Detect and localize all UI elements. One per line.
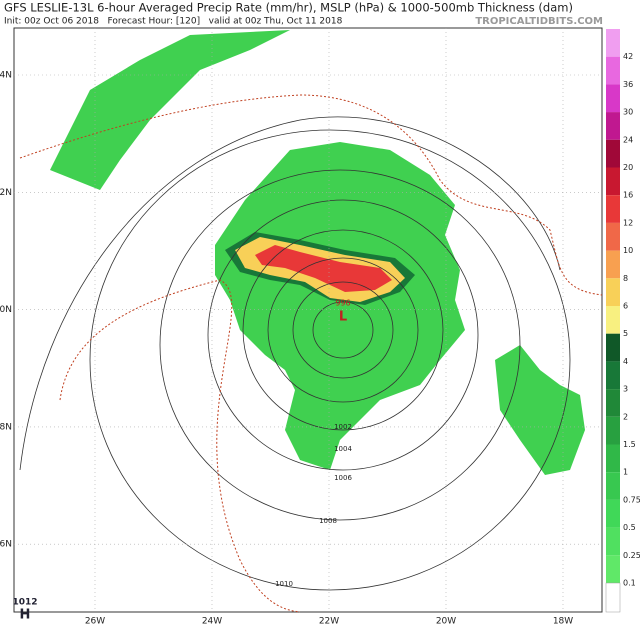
lon-label: 26W — [85, 617, 105, 627]
colorbar: 42 36 30 24 20 16 12 10 8 6 5 4 3 2 1.5 1 0.75 0.5 0.25 0.1 — [605, 29, 640, 613]
colorbar-label: 24 — [623, 135, 633, 144]
graticule: 34N 32N 30N 28N 26N 26W 24W 22W 20W 18W — [0, 28, 602, 627]
colorbar-swatch — [606, 139, 620, 168]
colorbar-label: 0.1 — [623, 579, 636, 588]
pressure-label: 1002 — [334, 423, 352, 431]
colorbar-swatch — [606, 84, 620, 113]
colorbar-swatch — [606, 444, 620, 473]
lat-label: 26N — [0, 540, 12, 550]
colorbar-swatch — [606, 555, 620, 583]
colorbar-swatch — [606, 527, 620, 556]
precip-area — [50, 30, 290, 190]
lon-label: 24W — [202, 617, 222, 627]
colorbar-swatch — [606, 306, 620, 334]
lon-label: 22W — [319, 617, 339, 627]
colorbar-label: 1.5 — [623, 440, 636, 449]
colorbar-label: 8 — [623, 274, 628, 283]
colorbar-label: 12 — [623, 218, 633, 227]
lon-label: 20W — [436, 617, 456, 627]
colorbar-label: 36 — [623, 80, 633, 89]
colorbar-label: 10 — [623, 246, 633, 255]
colorbar-swatch — [606, 222, 620, 251]
colorbar-swatch — [606, 167, 620, 196]
thickness — [19, 94, 603, 613]
lat-label: 28N — [0, 422, 12, 432]
pressure-label: 1006 — [334, 474, 352, 482]
colorbar-label: 6 — [623, 302, 628, 311]
high-marker: H — [20, 608, 31, 623]
colorbar-label: 30 — [623, 108, 633, 117]
colorbar-label: 0.75 — [623, 495, 640, 504]
colorbar-swatch — [606, 278, 620, 306]
colorbar-label: 1 — [623, 468, 628, 477]
isobars — [19, 116, 571, 591]
pressure-label: 1012 — [12, 598, 37, 608]
colorbar-label: 3 — [623, 385, 628, 394]
precip-core — [255, 245, 392, 292]
low-marker: L — [339, 310, 347, 325]
precip-area — [495, 345, 585, 475]
pressure-label: 1004 — [334, 445, 352, 453]
colorbar-swatch — [606, 416, 620, 445]
credit: TROPICALTIDBITS.COM — [475, 16, 603, 27]
colorbar-label: 0.5 — [623, 523, 636, 532]
lon-label: 18W — [553, 617, 573, 627]
pressure-label: 996 — [335, 299, 350, 308]
colorbar-swatch — [606, 472, 620, 500]
pressure-label: 1010 — [275, 580, 293, 588]
colorbar-label: 0.25 — [623, 551, 640, 560]
colorbar-swatch — [606, 112, 620, 140]
colorbar-swatch — [606, 29, 620, 57]
colorbar-swatch — [606, 499, 620, 528]
lat-label: 34N — [0, 71, 12, 81]
colorbar-label: 20 — [623, 163, 633, 172]
colorbar-label: 5 — [623, 329, 628, 338]
map-subtitle: Init: 00z Oct 06 2018 Forecast Hour: [12… — [4, 17, 343, 27]
lat-label: 32N — [0, 188, 12, 198]
colorbar-label: 2 — [623, 412, 628, 421]
colorbar-label: 16 — [623, 191, 633, 200]
colorbar-swatch — [606, 195, 620, 223]
map-title: GFS LESLIE-13L 6-hour Averaged Precip Ra… — [4, 1, 573, 15]
colorbar-swatch — [606, 389, 620, 417]
colorbar-swatch — [606, 56, 620, 85]
colorbar-swatch — [606, 361, 620, 390]
colorbar-swatch — [606, 333, 620, 362]
colorbar-label: 4 — [623, 357, 628, 366]
lat-label: 30N — [0, 305, 12, 315]
colorbar-swatch — [606, 250, 620, 279]
precip-area — [215, 142, 465, 470]
colorbar-swatch — [605, 582, 621, 613]
pressure-label: 1008 — [319, 517, 337, 525]
colorbar-label: 42 — [623, 52, 633, 61]
